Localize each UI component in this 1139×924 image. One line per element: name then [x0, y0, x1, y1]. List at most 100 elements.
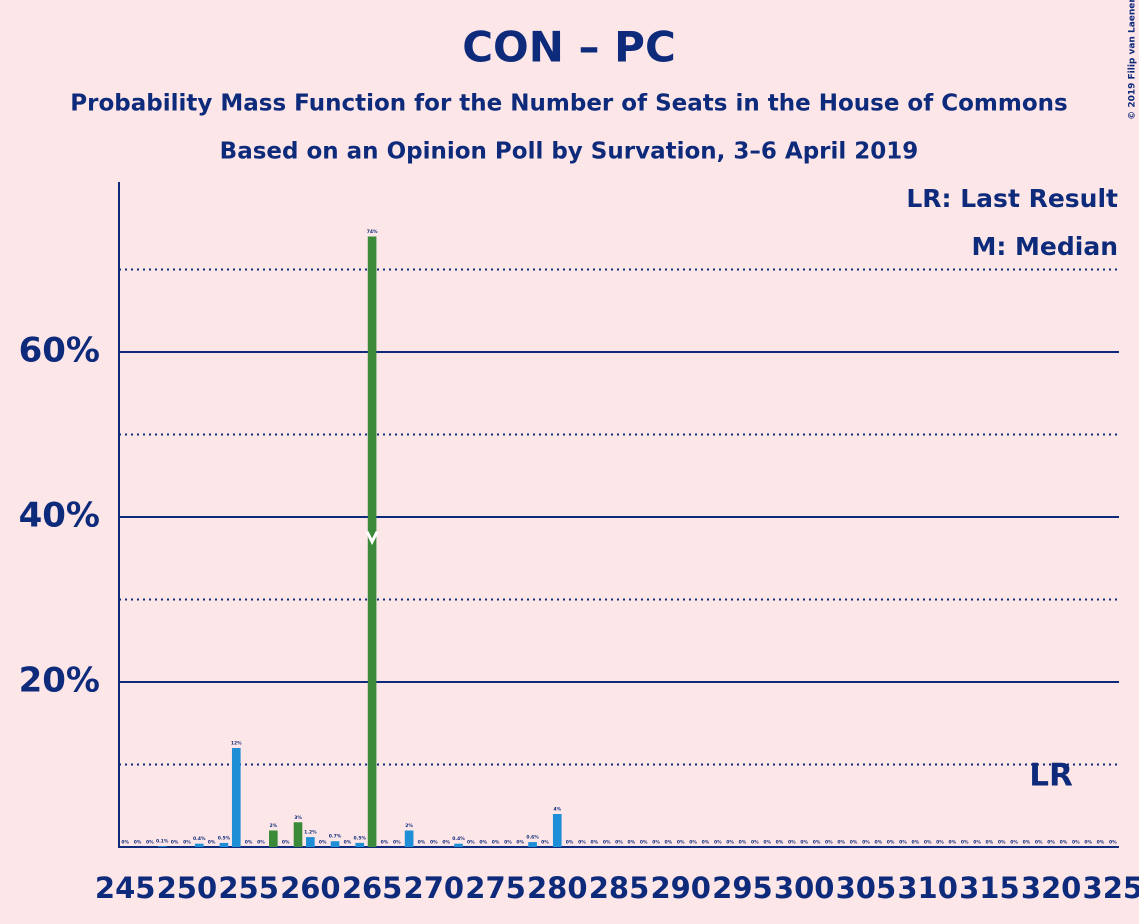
- bar: [231, 748, 241, 847]
- value-label: 0%: [418, 840, 426, 846]
- value-label: 0%: [677, 840, 685, 846]
- value-label: 0%: [887, 840, 895, 846]
- value-label: 0.5%: [353, 835, 366, 841]
- x-tick-label: 255: [218, 871, 279, 905]
- value-label: 0%: [578, 840, 586, 846]
- value-label: 0%: [1072, 840, 1080, 846]
- value-label: 0.7%: [329, 834, 342, 840]
- legend-entry: LR: Last Result: [906, 184, 1118, 213]
- value-label: 0%: [924, 840, 932, 846]
- value-label: 0%: [516, 840, 524, 846]
- value-label: 0%: [825, 840, 833, 846]
- value-label: 0.4%: [452, 836, 465, 842]
- value-label: 0%: [121, 840, 129, 846]
- value-label: 0%: [689, 840, 697, 846]
- value-label: 0%: [590, 840, 598, 846]
- value-label: 0%: [393, 840, 401, 846]
- legend-entry: M: Median: [971, 232, 1118, 261]
- value-label: 0.5%: [218, 835, 231, 841]
- value-label: 0%: [1109, 840, 1117, 846]
- bar: [194, 843, 204, 847]
- value-label: 0%: [245, 840, 253, 846]
- value-label: 2%: [270, 823, 278, 829]
- bar: [528, 842, 537, 847]
- chart-subtitle: Based on an Opinion Poll by Survation, 3…: [220, 139, 919, 165]
- bar: [330, 841, 340, 847]
- value-label: 0%: [640, 840, 648, 846]
- y-tick-label: 40%: [19, 496, 100, 536]
- value-label: 0%: [862, 840, 870, 846]
- value-label: 0%: [788, 840, 796, 846]
- value-label: 0%: [442, 840, 450, 846]
- bar: [293, 822, 303, 847]
- value-label: 0%: [961, 840, 969, 846]
- bar: [552, 814, 562, 847]
- value-label: 0.4%: [193, 836, 206, 842]
- x-tick-label: 270: [404, 871, 465, 905]
- value-label: 0%: [134, 840, 142, 846]
- value-label: 12%: [231, 741, 242, 747]
- last-result-label: LR: [1029, 758, 1073, 794]
- value-label: 0.6%: [526, 835, 539, 841]
- value-label: 0%: [1047, 840, 1055, 846]
- chart-subtitle: Probability Mass Function for the Number…: [70, 91, 1067, 117]
- x-tick-label: 295: [712, 871, 773, 905]
- median-marker: [365, 531, 379, 546]
- value-label: 0%: [282, 840, 290, 846]
- value-label: 0%: [566, 840, 574, 846]
- bar: [454, 843, 463, 847]
- value-label: 0%: [899, 840, 907, 846]
- value-label: 0%: [813, 840, 821, 846]
- value-label: 0%: [504, 840, 512, 846]
- x-tick-label: 305: [836, 871, 897, 905]
- bar: [157, 846, 167, 847]
- bar: [404, 830, 414, 847]
- x-tick-label: 320: [1021, 871, 1082, 905]
- copyright: © 2019 Filip van Laenen: [1128, 0, 1138, 120]
- value-label: 0%: [479, 840, 487, 846]
- value-label: 0%: [344, 840, 352, 846]
- value-label: 0%: [739, 840, 747, 846]
- x-tick-label: 265: [342, 871, 403, 905]
- value-label: 0%: [430, 840, 438, 846]
- value-label: 3%: [294, 815, 302, 821]
- value-label: 0%: [541, 840, 549, 846]
- x-tick-label: 285: [589, 871, 650, 905]
- value-label: 0%: [603, 840, 611, 846]
- x-tick-label: 275: [465, 871, 526, 905]
- value-label: 0%: [936, 840, 944, 846]
- x-tick-label: 325: [1083, 871, 1139, 905]
- x-tick-label: 310: [897, 871, 958, 905]
- value-label: 0%: [1060, 840, 1068, 846]
- value-label: 0%: [751, 840, 759, 846]
- value-label: 0%: [800, 840, 808, 846]
- bar: [219, 842, 229, 847]
- y-tick-label: 60%: [19, 331, 100, 371]
- value-label: 0%: [319, 840, 327, 846]
- chart-title: CON – PC: [462, 23, 676, 72]
- value-label: 4%: [553, 807, 561, 813]
- value-label: 0%: [208, 840, 216, 846]
- x-tick-label: 290: [650, 871, 711, 905]
- value-label: 0%: [492, 840, 500, 846]
- value-label: 0%: [1084, 840, 1092, 846]
- value-label: 0%: [1010, 840, 1018, 846]
- value-label: 0%: [874, 840, 882, 846]
- value-label: 0%: [850, 840, 858, 846]
- value-label: 0%: [665, 840, 673, 846]
- value-label: 0%: [1035, 840, 1043, 846]
- value-label: 0%: [702, 840, 710, 846]
- value-label: 0%: [763, 840, 771, 846]
- value-label: 0%: [776, 840, 784, 846]
- bar: [306, 837, 315, 847]
- value-label: 0%: [381, 840, 389, 846]
- value-label: 0%: [973, 840, 981, 846]
- value-label: 0%: [467, 840, 475, 846]
- value-label: 0%: [171, 840, 179, 846]
- value-label: 0%: [183, 840, 191, 846]
- value-label: 0%: [911, 840, 919, 846]
- value-label: 74%: [367, 229, 378, 235]
- value-label: 0%: [1097, 840, 1105, 846]
- value-label: 0%: [986, 840, 994, 846]
- x-tick-label: 260: [280, 871, 341, 905]
